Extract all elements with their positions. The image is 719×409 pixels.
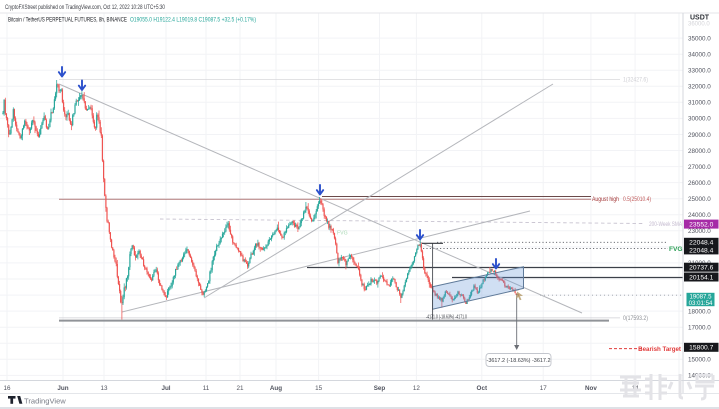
svg-text:Bitcoin / TetherUS PERPETUAL F: Bitcoin / TetherUS PERPETUAL FUTURES, 8h… — [8, 18, 127, 24]
svg-text:0(17593.2): 0(17593.2) — [623, 316, 648, 322]
svg-text:17000.0: 17000.0 — [688, 325, 711, 332]
svg-text:FVG: FVG — [337, 231, 348, 237]
svg-text:Jun: Jun — [57, 385, 68, 392]
svg-text:20737.6: 20737.6 — [689, 265, 713, 272]
svg-text:August high: August high — [592, 197, 619, 203]
svg-text:CryptoFXStreet published on Tr: CryptoFXStreet published on TradingView.… — [5, 5, 166, 11]
svg-text:Jul: Jul — [161, 385, 170, 392]
svg-text:1(32427.6): 1(32427.6) — [623, 78, 648, 84]
svg-text:21: 21 — [236, 385, 244, 392]
svg-text:15: 15 — [315, 385, 323, 392]
svg-text:35000.0: 35000.0 — [688, 35, 711, 42]
svg-text:12: 12 — [413, 385, 421, 392]
svg-text:32000.0: 32000.0 — [688, 84, 711, 91]
svg-text:36000.0: 36000.0 — [688, 22, 710, 28]
svg-text:0.5(25010.4): 0.5(25010.4) — [623, 197, 651, 203]
svg-text:23552.0: 23552.0 — [689, 222, 713, 229]
svg-text:TradingView: TradingView — [24, 397, 66, 406]
svg-text:22048.4: 22048.4 — [689, 247, 713, 254]
svg-text:Sep: Sep — [374, 385, 386, 392]
svg-text:200-Week SMA: 200-Week SMA — [649, 222, 682, 228]
svg-text:Nov: Nov — [585, 385, 597, 392]
svg-text:30000.0: 30000.0 — [688, 116, 711, 123]
svg-text:15800.7: 15800.7 — [689, 345, 713, 352]
svg-text:O19055.0 H19122.4 L19019.8 C19: O19055.0 H19122.4 L19019.8 C19087.5 +32.… — [130, 18, 256, 24]
svg-text:16: 16 — [3, 385, 11, 392]
svg-text:18000.0: 18000.0 — [688, 308, 711, 315]
svg-text:31000.0: 31000.0 — [688, 100, 711, 107]
svg-text:13: 13 — [100, 385, 108, 392]
svg-text:17: 17 — [540, 385, 548, 392]
svg-text:11: 11 — [203, 385, 210, 392]
svg-text:27000.0: 27000.0 — [688, 164, 711, 171]
svg-text:25000.0: 25000.0 — [688, 196, 711, 203]
svg-text:29000.0: 29000.0 — [688, 132, 711, 139]
svg-text:Aug: Aug — [270, 385, 282, 392]
svg-text:34000.0: 34000.0 — [688, 52, 711, 59]
svg-text:33000.0: 33000.0 — [688, 68, 711, 75]
svg-text:19087.5: 19087.5 — [689, 294, 712, 301]
svg-text:28000.0: 28000.0 — [688, 148, 711, 155]
svg-text:24000.0: 24000.0 — [688, 212, 711, 219]
svg-text:Bearish Target: Bearish Target — [638, 346, 681, 353]
svg-text:-3617.2 (-18.63%) -3617.2: -3617.2 (-18.63%) -3617.2 — [487, 358, 551, 364]
svg-text:15000.0: 15000.0 — [688, 357, 711, 364]
svg-text:Oct: Oct — [477, 385, 488, 392]
svg-text:20154.1: 20154.1 — [689, 274, 713, 281]
svg-text:22048.4: 22048.4 — [689, 240, 713, 247]
svg-text:USDT: USDT — [690, 15, 710, 22]
svg-text:26000.0: 26000.0 — [688, 180, 711, 187]
svg-text:23000.0: 23000.0 — [688, 228, 711, 235]
svg-text:FVG: FVG — [669, 246, 683, 253]
svg-text:-4171.0 (-18.63%) -4171.0: -4171.0 (-18.63%) -4171.0 — [426, 315, 467, 321]
svg-text:03:01:54: 03:01:54 — [689, 300, 713, 307]
